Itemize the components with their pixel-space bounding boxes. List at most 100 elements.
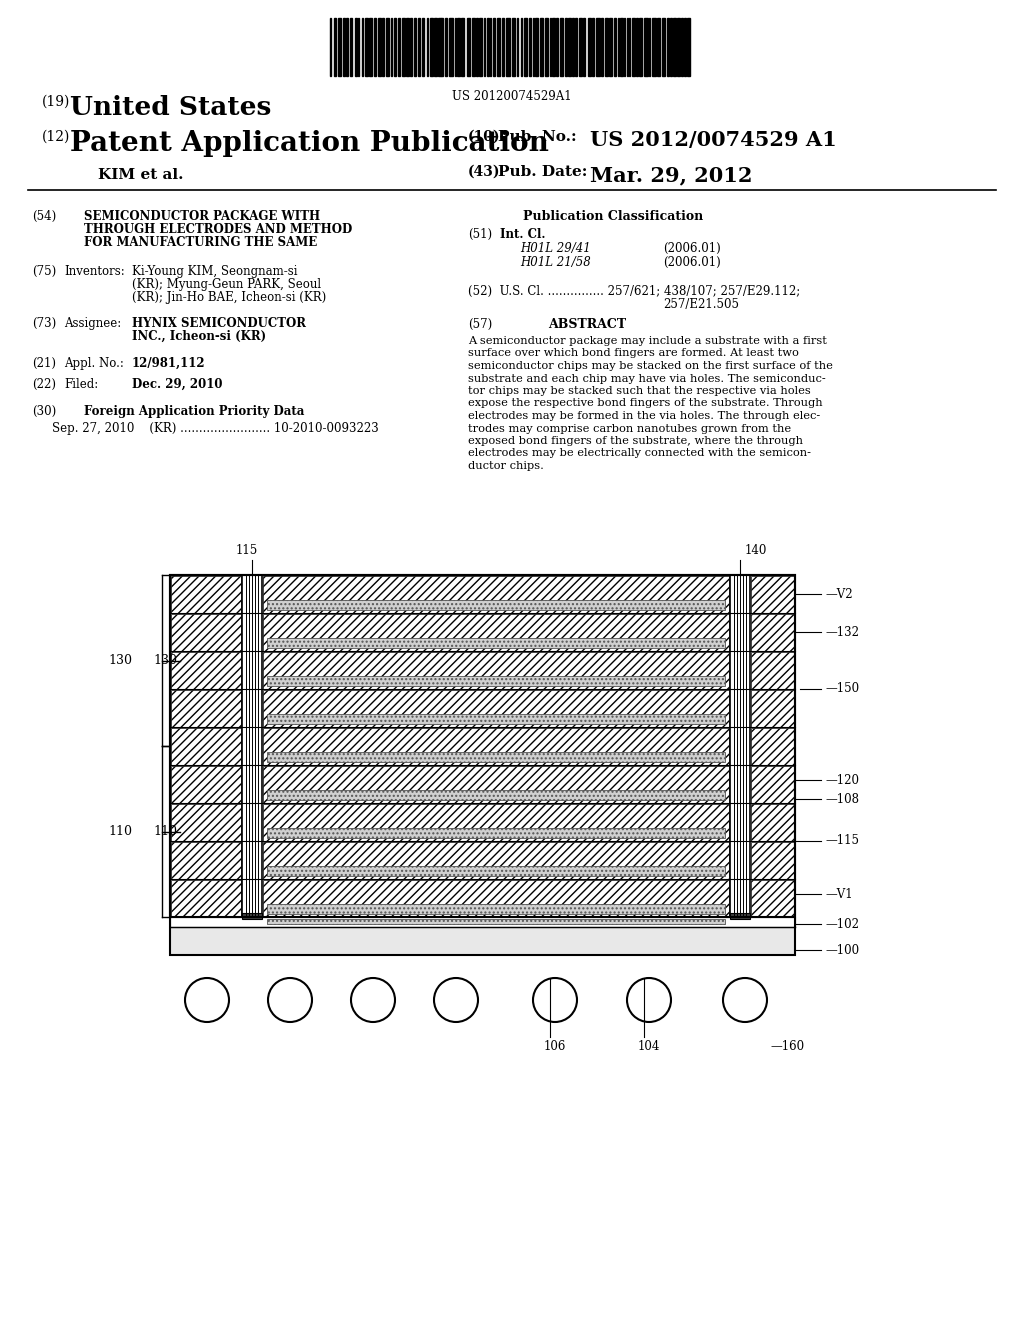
Bar (349, 18, 352, 77)
Bar (370, 18, 372, 77)
Bar (263, 766, 729, 803)
Text: (22): (22) (32, 378, 56, 391)
Bar (476, 18, 477, 77)
Bar (601, 18, 603, 77)
Bar (354, 18, 356, 77)
Bar (644, 18, 648, 77)
Text: trodes may comprise carbon nanotubes grown from the: trodes may comprise carbon nanotubes gro… (468, 424, 792, 433)
Text: 130: 130 (153, 653, 177, 667)
Text: tor chips may be stacked such that the respective via holes: tor chips may be stacked such that the r… (468, 385, 811, 396)
Bar (171, 766, 241, 803)
Bar (498, 18, 501, 77)
Bar (457, 18, 460, 77)
Text: A semiconductor package may include a substrate with a first: A semiconductor package may include a su… (468, 337, 826, 346)
Bar (422, 18, 424, 77)
Bar (636, 18, 638, 77)
Bar (263, 652, 729, 689)
Text: —100: —100 (825, 944, 859, 957)
Bar (579, 18, 583, 77)
Bar (338, 18, 341, 77)
Bar (524, 18, 527, 77)
Circle shape (268, 978, 312, 1022)
Bar (677, 18, 680, 77)
Bar (649, 18, 650, 77)
Bar (668, 18, 669, 77)
Text: 104: 104 (638, 1040, 660, 1053)
Text: Pub. No.:: Pub. No.: (498, 129, 577, 144)
Text: KIM et al.: KIM et al. (98, 168, 183, 182)
Text: (19): (19) (42, 95, 71, 110)
Text: (43): (43) (468, 165, 501, 180)
Bar (486, 18, 488, 77)
Text: United States: United States (70, 95, 271, 120)
Bar (751, 804, 794, 841)
Bar (263, 576, 729, 612)
Bar (751, 727, 794, 764)
Bar (520, 18, 522, 77)
Text: (75): (75) (32, 265, 56, 279)
Text: (12): (12) (42, 129, 71, 144)
Bar (621, 18, 624, 77)
Bar (267, 601, 725, 610)
Text: —150: —150 (825, 682, 859, 696)
Circle shape (185, 978, 229, 1022)
Bar (489, 18, 492, 77)
Bar (507, 18, 510, 77)
Text: INC., Icheon-si (KR): INC., Icheon-si (KR) (132, 330, 266, 343)
Text: (21): (21) (32, 356, 56, 370)
Bar (568, 18, 570, 77)
Bar (751, 842, 794, 879)
Bar (263, 614, 729, 651)
Text: —132: —132 (825, 626, 859, 639)
Text: Sep. 27, 2010    (KR) ........................ 10-2010-0093223: Sep. 27, 2010 (KR) .....................… (52, 422, 379, 436)
Bar (397, 18, 399, 77)
Bar (632, 18, 635, 77)
Text: —115: —115 (825, 834, 859, 847)
Bar (170, 576, 795, 954)
Circle shape (723, 978, 767, 1022)
Bar (171, 727, 241, 764)
Bar (242, 576, 262, 917)
Bar (751, 879, 794, 916)
Bar (652, 18, 655, 77)
Text: H01L 21/58: H01L 21/58 (520, 256, 591, 269)
Bar (540, 18, 543, 77)
Bar (617, 18, 618, 77)
Bar (414, 18, 417, 77)
Bar (394, 18, 396, 77)
Bar (334, 18, 336, 77)
Bar (605, 18, 608, 77)
Text: (10): (10) (468, 129, 501, 144)
Bar (670, 18, 672, 77)
Bar (592, 18, 594, 77)
Bar (512, 18, 515, 77)
Bar (550, 18, 551, 77)
Bar (171, 614, 241, 651)
Circle shape (434, 978, 478, 1022)
Bar (263, 804, 729, 841)
Bar (687, 18, 690, 77)
Bar (609, 18, 612, 77)
Bar (681, 18, 683, 77)
Bar (434, 18, 436, 77)
Bar (751, 652, 794, 689)
Bar (483, 18, 485, 77)
Bar (556, 18, 558, 77)
Bar (553, 18, 555, 77)
Text: Mar. 29, 2012: Mar. 29, 2012 (590, 165, 753, 185)
Text: Pub. Date:: Pub. Date: (498, 165, 588, 180)
Bar (502, 18, 504, 77)
Text: —108: —108 (825, 793, 859, 805)
Bar (751, 689, 794, 726)
Bar (730, 576, 750, 917)
Bar (263, 879, 729, 916)
Bar (583, 18, 586, 77)
Bar (402, 18, 406, 77)
Text: (57): (57) (468, 318, 493, 331)
Text: Patent Application Publication: Patent Application Publication (70, 129, 549, 157)
Bar (267, 829, 725, 838)
Bar (438, 18, 440, 77)
Bar (517, 18, 518, 77)
Text: (KR); Myung-Geun PARK, Seoul: (KR); Myung-Geun PARK, Seoul (132, 279, 322, 290)
Text: HYNIX SEMICONDUCTOR: HYNIX SEMICONDUCTOR (132, 317, 306, 330)
